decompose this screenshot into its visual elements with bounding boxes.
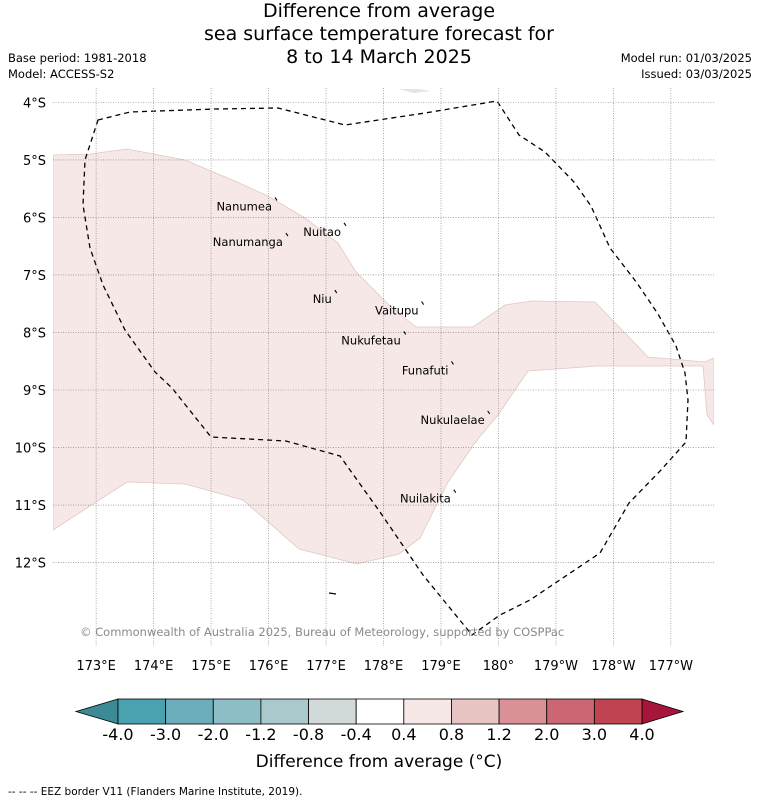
island-marker [453, 489, 457, 493]
lon-tick-label: 178°W [591, 659, 635, 674]
place-label: Funafuti [402, 363, 449, 377]
lat-tick-label: 9°S [23, 384, 46, 399]
island-marker [274, 197, 278, 201]
footer-note: -- -- -- EEZ border V11 (Flanders Marine… [8, 786, 303, 798]
colorbar-swatch [308, 698, 357, 725]
colorbar-under-arrow [74, 698, 119, 725]
colorbar-tick-label: -1.2 [245, 725, 276, 740]
lon-tick-label: 177°E [306, 659, 346, 674]
lon-tick-label: 173°E [76, 659, 116, 674]
small-region-top [398, 89, 430, 93]
model-name: Model: ACCESS-S2 [8, 67, 115, 81]
place-label: Nukulaelae [421, 413, 485, 427]
place-label: Nuilakita [400, 492, 451, 506]
island-marker [487, 410, 491, 415]
island-marker [285, 232, 289, 237]
model-run: Model run: 01/03/2025 [620, 51, 752, 65]
colorbar-swatch [355, 698, 405, 725]
island-marker [403, 331, 407, 335]
colorbar-tick-label: -2.0 [198, 725, 229, 740]
title-line-3: 8 to 14 March 2025 [286, 46, 472, 68]
colorbar-label: Difference from average (°C) [255, 752, 503, 772]
island-marker-south [328, 592, 337, 595]
place-label: Nukufetau [341, 333, 400, 347]
colorbar-tick-label: -3.0 [150, 725, 181, 740]
place-label: Nuitao [303, 225, 341, 239]
lat-tick-label: 12°S [15, 557, 46, 572]
colorbar-tick-label: 1.2 [486, 725, 511, 740]
title-line-1: Difference from average [262, 0, 496, 22]
island-marker [421, 301, 425, 305]
colorbar-tick-label: 4.0 [629, 725, 654, 740]
lat-tick-label: 6°S [23, 211, 46, 226]
lat-tick-label: 7°S [23, 269, 46, 284]
lat-tick-label: 10°S [15, 442, 46, 457]
lat-tick-label: 11°S [15, 499, 46, 514]
lat-tick-label: 8°S [23, 326, 46, 341]
lon-tick-label: 176°E [249, 659, 289, 674]
lat-tick-label: 5°S [23, 154, 46, 169]
lon-tick-label: 178°E [364, 659, 404, 674]
lon-tick-label: 177°W [649, 659, 693, 674]
issued-date: Issued: 03/03/2025 [641, 67, 752, 81]
eez-border [82, 100, 689, 636]
colorbar-swatch [165, 698, 214, 725]
lon-tick-label: 179°W [534, 659, 578, 674]
colorbar-tick-label: -0.4 [341, 725, 372, 740]
lon-tick-label: 180° [483, 659, 514, 674]
colorbar-swatch [593, 698, 643, 725]
colorbar-tick-label: 0.8 [439, 725, 464, 740]
place-label: Niu [313, 292, 332, 306]
island-marker [451, 361, 454, 365]
colorbar-tick-label: 2.0 [534, 725, 559, 740]
colorbar-swatch [451, 698, 500, 725]
lon-tick-label: 174°E [134, 659, 174, 674]
colorbar-tick-label: 3.0 [582, 725, 607, 740]
base-period: Base period: 1981-2018 [8, 51, 147, 65]
colorbar-swatch [498, 698, 548, 725]
colorbar-tick-label: -0.8 [293, 725, 324, 740]
place-label: Nanumanga [213, 235, 283, 249]
forecast-map: 4°S 5°S 6°S 7°S 8°S 9°S 10°S 11°S 12°S 173°E 174°… [15, 88, 714, 740]
colorbar-swatch [403, 698, 452, 725]
colorbar-tick-label: 0.4 [391, 725, 416, 740]
place-label: Vaitupu [375, 304, 419, 318]
copyright-text: © Commonwealth of Australia 2025, Bureau… [80, 625, 564, 639]
colorbar-swatch [546, 698, 595, 725]
lat-tick-label: 4°S [23, 96, 46, 111]
colorbar-swatch [260, 698, 309, 725]
lon-tick-label: 175°E [191, 659, 231, 674]
title-line-2: sea surface temperature forecast for [204, 23, 554, 45]
colorbar-over-arrow [641, 698, 685, 725]
lon-tick-label: 179°E [421, 659, 461, 674]
place-label: Nanumea [216, 199, 272, 213]
colorbar-tick-label: -4.0 [102, 725, 133, 740]
colorbar [74, 698, 685, 725]
island-marker [343, 222, 347, 227]
colorbar-swatch [117, 698, 167, 725]
island-marker [334, 289, 338, 294]
colorbar-swatch [212, 698, 262, 725]
